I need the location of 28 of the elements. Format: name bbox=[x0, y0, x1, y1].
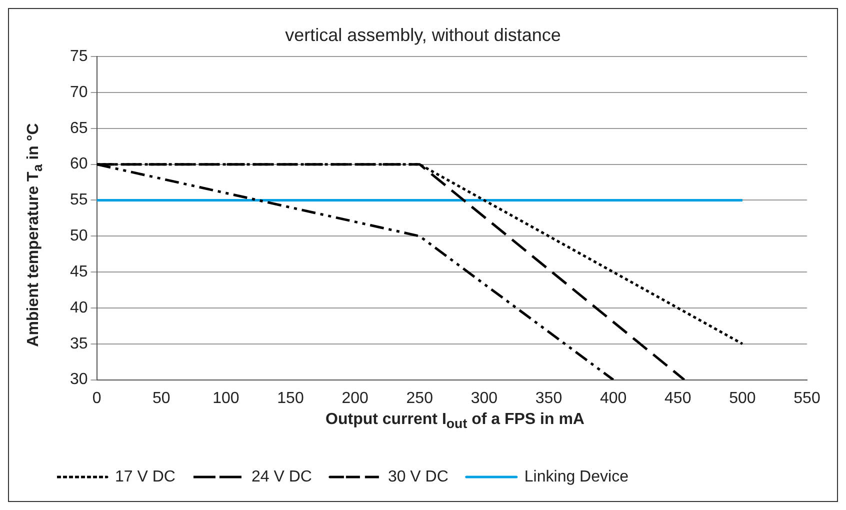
x-tick-label: 0 bbox=[92, 390, 102, 407]
y-tick-label: 50 bbox=[70, 228, 88, 245]
x-tick-label: 100 bbox=[212, 390, 240, 407]
y-tick-label: 40 bbox=[70, 299, 88, 316]
x-tick-label: 450 bbox=[664, 390, 692, 407]
y-tick-label: 65 bbox=[70, 120, 88, 137]
y-tick-label: 60 bbox=[70, 156, 88, 173]
x-tick-label: 200 bbox=[342, 390, 368, 407]
x-tick-label: 350 bbox=[535, 390, 562, 407]
legend-label: 17 V DC bbox=[115, 468, 176, 486]
x-tick-label: 550 bbox=[794, 390, 820, 407]
chart-title: vertical assembly, without distance bbox=[285, 24, 561, 45]
y-tick-label: 75 bbox=[70, 48, 88, 66]
x-tick-label: 50 bbox=[152, 390, 170, 407]
x-tick-label: 150 bbox=[277, 390, 304, 407]
x-axis-title: Output current I$_{out}$ of a FPS in mA bbox=[326, 410, 584, 432]
y-tick-label: 30 bbox=[70, 371, 88, 388]
y-tick-label: 55 bbox=[70, 192, 88, 209]
x-tick-label: 300 bbox=[470, 390, 498, 407]
x-tick-label: 500 bbox=[729, 390, 756, 407]
legend-label: 30 V DC bbox=[388, 468, 448, 486]
legend-label: Linking Device bbox=[524, 468, 629, 486]
x-tick-label: 250 bbox=[406, 390, 434, 407]
x-tick-label: 400 bbox=[600, 390, 627, 407]
y-tick-label: 35 bbox=[70, 335, 88, 352]
legend-label: 24 V DC bbox=[251, 468, 312, 486]
y-tick-label: 70 bbox=[70, 84, 88, 101]
y-tick-label: 45 bbox=[70, 263, 88, 280]
